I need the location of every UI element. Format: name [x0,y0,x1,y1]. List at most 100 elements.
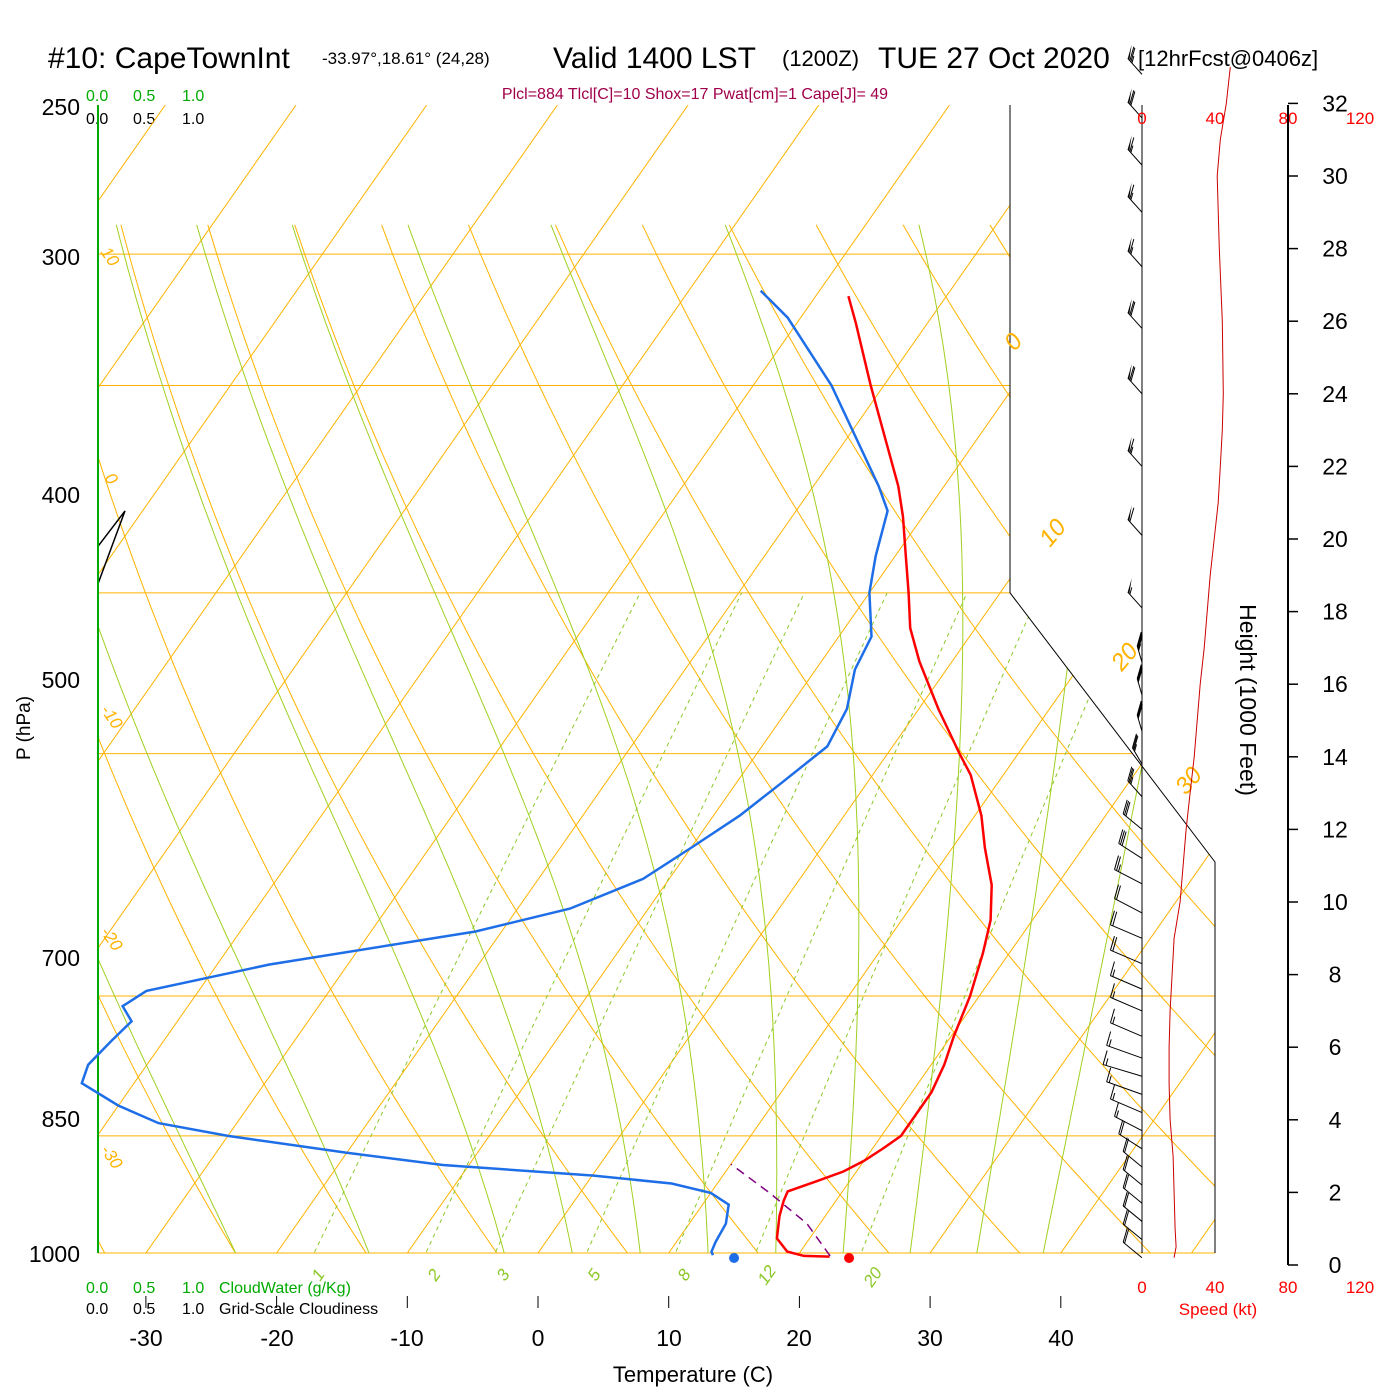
temperature-tick: 20 [786,1325,812,1351]
barb-full [1116,856,1121,871]
isotherm-line [406,105,1212,1253]
surface-temperature-marker [844,1253,855,1263]
barb-full [1121,831,1127,846]
barb-full [1137,703,1143,718]
surface-dewpoint-marker [729,1253,740,1263]
cloudiness-tick: 1.0 [182,111,204,128]
barb-full [1129,184,1135,199]
wind-barb [1127,236,1143,268]
barb-staff [1136,678,1143,696]
barb-full [1124,1211,1130,1226]
barb-pennant [1127,44,1132,61]
parcel-line [730,1163,831,1257]
wind-barb [1136,664,1143,696]
isotherm-line [98,105,428,1253]
barb-staff [1122,1241,1143,1259]
barb-staff [1122,813,1143,830]
barb-full [1114,1102,1119,1117]
isotherm-label: 0 [101,469,122,488]
wind-barb [1106,1067,1143,1095]
cloudiness-tick: 0.5 [133,111,155,128]
wind-barb [1127,87,1143,119]
wind-barb [1114,855,1143,885]
barb-pennant [1127,578,1132,594]
barb-full [1124,1174,1130,1190]
height-tick: 12 [1322,816,1348,842]
barb-full [1137,633,1143,648]
wind-barb [1102,1050,1143,1077]
barb-full [1118,829,1124,844]
mixing-ratio-label: 20 [859,1263,886,1291]
height-tick: 20 [1322,526,1348,552]
height-tick: 32 [1322,90,1348,116]
barb-staff [1127,450,1143,467]
temperature-line [775,295,993,1258]
barb-half [1112,969,1116,977]
dry-adiabat [98,224,390,1253]
barb-staff [1110,975,1143,990]
wind-barb [1109,1084,1143,1113]
pressure-tick: 300 [42,244,80,270]
barb-staff [1110,924,1143,939]
cloud-water-tick: 1.0 [182,88,204,105]
mixing-ratio-line [740,592,1040,1253]
wind-barb [1114,1102,1143,1132]
isotherm-label: -30 [97,1141,127,1172]
wind-barb [1127,436,1143,467]
barb-full [1122,1191,1128,1207]
dry-adiabat [98,224,523,1253]
barb-half [1130,247,1134,255]
isotherm-line [1060,105,1215,1253]
barb-staff [1127,196,1143,213]
isotherm-line [98,105,558,1253]
barb-full [1130,91,1136,106]
speed-tick: 40 [1206,1278,1225,1297]
barb-half [1130,145,1134,153]
barb-staff [1118,843,1143,859]
barb-staff [1127,250,1143,268]
barb-full [1116,885,1121,900]
wind-barb [1109,936,1143,965]
barb-half [1130,446,1134,455]
barb-pennant [1127,363,1132,380]
barb-full [1119,1120,1125,1136]
temperature-tick: -10 [390,1325,423,1351]
wind-barb [1136,700,1143,732]
mixing-ratio-label: 12 [754,1261,781,1288]
barb-full [1128,767,1134,783]
barb-staff [1106,1044,1143,1059]
barb-full [1136,700,1142,716]
barb-staff [1114,898,1143,914]
dry-adiabat [207,224,788,1253]
barb-staff [1132,747,1143,765]
barb-staff [1110,1022,1143,1037]
barb-staff [1127,377,1143,395]
barb-half [1134,744,1138,752]
height-tick: 30 [1322,163,1348,189]
cloud-water-axis-top: 0.0 0.5 1.0 [86,88,204,105]
wind-barb [1109,910,1143,939]
dry-adiabat [381,224,1053,1253]
barb-full [1129,507,1135,522]
barb-full [1124,1192,1130,1208]
wind-barb [1136,631,1143,663]
wind-barb [1122,1191,1143,1222]
cloudiness-tick: 0.0 [86,1301,108,1318]
mixing-ratio-line [478,592,805,1253]
barb-full [1136,664,1142,679]
barb-pennant [1127,298,1132,315]
barb-staff [1127,312,1143,329]
isotherm-line [0,105,35,1253]
barb-staff [1110,996,1143,1012]
barb-staff [1122,1187,1143,1204]
speed-tick: 80 [1279,1278,1298,1297]
height-tick: 10 [1322,889,1348,915]
wind-barb [1127,578,1143,609]
barb-staff [1110,1098,1143,1113]
wind-barb [1122,1137,1143,1168]
barb-full [1124,1156,1130,1171]
barb-staff [1127,519,1143,536]
dry-adiabat-lines [98,224,1215,1253]
sounding-indices: Plcl=884 Tlcl[C]=10 Shox=17 Pwat[cm]=1 C… [502,86,888,103]
